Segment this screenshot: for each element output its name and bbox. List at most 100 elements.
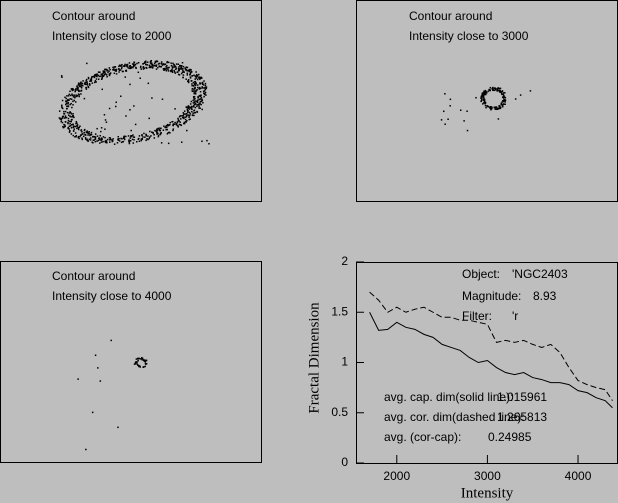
contour-dot — [82, 135, 85, 138]
y-tick-label: 1.5 — [331, 304, 348, 318]
contour-dot — [132, 64, 135, 67]
contour-dot — [80, 129, 82, 132]
contour-dot — [81, 133, 84, 135]
contour-dot — [98, 138, 101, 141]
contour-dot — [66, 105, 68, 108]
contour-dot — [196, 75, 199, 77]
contour-dot — [466, 110, 468, 112]
contour-dot — [68, 112, 70, 114]
contour-dot — [173, 69, 175, 72]
contour-dot — [75, 136, 77, 138]
contour-dot — [135, 358, 138, 360]
contour-dot — [93, 81, 96, 84]
contour-dot — [120, 67, 123, 70]
contour-dot — [109, 72, 111, 75]
contour-dot — [171, 66, 174, 68]
contour-dot — [201, 81, 204, 84]
contour-dot — [104, 70, 106, 73]
contour-dot — [140, 138, 143, 140]
contour-dot — [202, 84, 205, 86]
contour-dot — [113, 69, 115, 71]
contour-dot — [67, 99, 69, 101]
contour-dot — [85, 88, 88, 90]
contour-dot — [500, 103, 503, 106]
contour-dot — [120, 137, 122, 140]
contour-dot — [193, 92, 195, 95]
contour-dot — [157, 132, 159, 135]
contour-dot — [182, 65, 185, 68]
contour-dot — [91, 141, 93, 144]
contour-dot — [188, 69, 191, 71]
contour-dot — [199, 98, 202, 100]
contour-dot — [77, 135, 80, 138]
contour-dot — [184, 67, 186, 69]
contour-dot — [86, 139, 88, 142]
contour-dot — [82, 80, 84, 82]
contour-dot — [143, 67, 146, 69]
contour-dot — [184, 121, 187, 123]
panel-frame — [0, 0, 262, 202]
contour-dot — [158, 127, 160, 129]
contour-dot — [178, 123, 181, 126]
contour-dot — [191, 75, 194, 77]
contour-dot — [157, 63, 160, 65]
contour-dot — [76, 122, 78, 125]
contour-dot — [145, 359, 148, 362]
contour-dot — [97, 74, 100, 77]
contour-dot — [152, 131, 154, 134]
contour-dot — [63, 123, 65, 126]
contour-dot — [75, 94, 77, 96]
contour-dot — [200, 100, 203, 103]
contour-dot — [153, 64, 156, 67]
contour-dot — [150, 59, 153, 62]
contour-dot — [185, 106, 188, 108]
annotation-value: 1.015961 — [497, 390, 547, 404]
contour-dot — [201, 108, 203, 111]
contour-dot — [489, 106, 492, 108]
contour-dot — [76, 95, 78, 98]
contour-dot — [145, 63, 147, 66]
contour-dot — [501, 101, 503, 103]
contour-dot — [118, 64, 121, 67]
contour-dot — [108, 139, 111, 141]
contour-dot — [128, 142, 131, 145]
contour-dot — [121, 63, 123, 66]
contour-dot — [186, 66, 189, 69]
contour-dot — [88, 138, 91, 141]
contour-dot — [494, 87, 497, 90]
contour-dot — [189, 74, 191, 76]
contour-dot — [97, 139, 100, 142]
contour-dot — [94, 140, 97, 143]
contour-dot — [70, 127, 73, 129]
contour-dot — [191, 88, 193, 90]
contour-dot — [112, 138, 114, 140]
contour-dot — [65, 102, 68, 105]
contour-dot — [128, 140, 130, 142]
contour-dot — [199, 102, 201, 104]
contour-dot — [187, 105, 190, 107]
contour-dot — [483, 101, 486, 104]
contour-dot — [137, 357, 139, 360]
contour-dot — [65, 97, 67, 100]
contour-dot — [177, 73, 180, 76]
panel-text: Contour around — [52, 269, 135, 283]
contour-dot — [198, 86, 201, 89]
contour-dot — [158, 62, 161, 65]
contour-dot — [162, 68, 165, 70]
contour-dot — [491, 106, 493, 109]
contour-dot — [67, 122, 69, 125]
contour-dot — [82, 85, 84, 87]
contour-dot — [90, 76, 93, 79]
contour-dot — [485, 93, 487, 96]
contour-dot — [199, 100, 202, 103]
contour-dot — [502, 105, 504, 107]
contour-dot — [200, 77, 202, 79]
contour-dot — [125, 65, 128, 67]
contour-dot — [106, 141, 108, 144]
contour-dot — [168, 131, 170, 134]
contour-dot — [190, 69, 192, 71]
contour-dot — [69, 125, 72, 127]
contour-dot — [199, 82, 201, 84]
contour-dot — [78, 126, 81, 129]
